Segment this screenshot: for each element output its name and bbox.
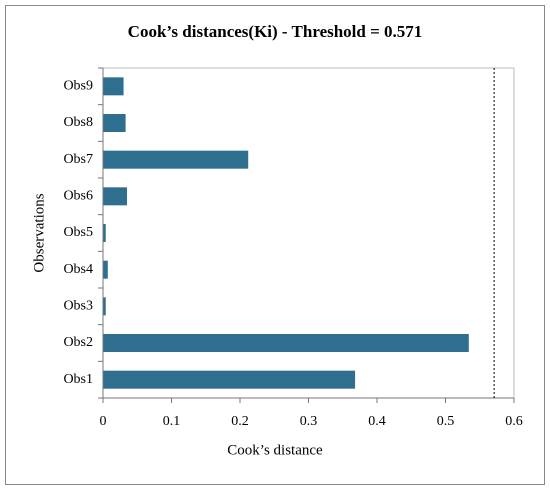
y-tick-label: Obs3 [63, 299, 93, 314]
y-tick-label: Obs5 [63, 225, 93, 240]
x-tick-label: 0.2 [231, 414, 249, 429]
y-tick-label: Obs4 [63, 262, 93, 277]
bar [103, 114, 126, 132]
x-tick-label: 0.1 [163, 414, 181, 429]
y-tick-label: Obs6 [63, 189, 93, 204]
bar [103, 150, 249, 169]
bar [103, 297, 106, 316]
y-tick-label: Obs9 [63, 79, 93, 94]
x-tick-label: 0.6 [505, 414, 523, 429]
bar [103, 260, 108, 279]
bar [103, 370, 356, 389]
bar [103, 77, 124, 96]
chart-title: Cook’s distances(Ki) - Threshold = 0.571 [128, 22, 423, 41]
frame [5, 5, 545, 485]
x-tick-label: 0.3 [300, 414, 318, 429]
y-tick-label: Obs1 [63, 372, 93, 387]
y-tick-label: Obs2 [63, 335, 93, 350]
x-tick-label: 0 [100, 414, 107, 429]
x-tick-label: 0.5 [437, 414, 455, 429]
x-tick-label: 0.4 [368, 414, 386, 429]
bar [103, 187, 127, 206]
bar [103, 224, 106, 242]
bar [103, 334, 469, 352]
x-axis-label: Cook’s distance [227, 442, 323, 458]
y-axis-label: Observations [31, 193, 47, 272]
y-tick-label: Obs8 [63, 115, 93, 130]
y-tick-label: Obs7 [63, 152, 93, 167]
plot-border [103, 67, 515, 398]
